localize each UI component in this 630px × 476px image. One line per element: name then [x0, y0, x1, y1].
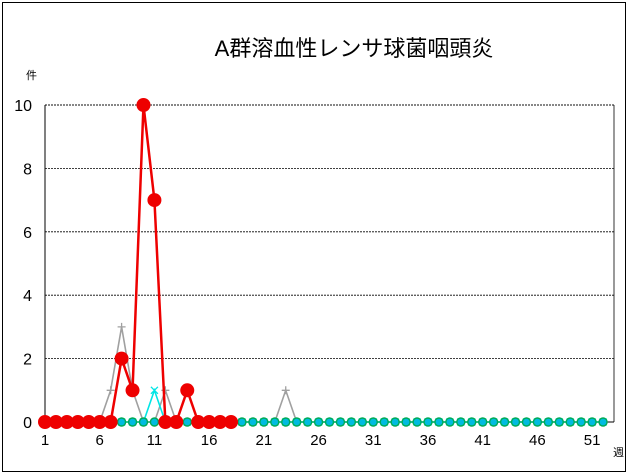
x-tick-label-5: 26: [310, 432, 327, 449]
y-axis-label: 件: [26, 69, 37, 82]
series-0-point-22: [281, 386, 290, 395]
y-tick-label-5: 10: [14, 98, 32, 115]
series-2-point-48: [565, 417, 575, 427]
series-2-point-13: [182, 417, 192, 427]
chart-title: A群溶血性レンサ球菌咽頭炎: [215, 36, 494, 61]
series-2-point-10: [149, 417, 160, 427]
series-2: [40, 417, 608, 427]
series-2-point-19: [248, 417, 258, 427]
series-2-point-39: [467, 417, 477, 427]
series-2-point-32: [390, 417, 400, 427]
x-tick-label-9: 46: [529, 432, 546, 449]
y-tick-label-2: 4: [23, 288, 32, 305]
series-2-point-23: [291, 417, 302, 427]
series-3-point-17: [224, 415, 239, 429]
x-tick-label-7: 36: [420, 432, 437, 449]
series-2-point-47: [554, 417, 564, 427]
x-tick-label-3: 16: [201, 432, 218, 449]
y-tick-label-0: 0: [23, 415, 32, 432]
series-3: [38, 98, 239, 429]
series-2-point-8: [127, 417, 138, 427]
series-2-point-31: [379, 417, 389, 427]
series-2-point-38: [456, 417, 466, 427]
series-0-point-6: [106, 386, 115, 395]
series-2-point-30: [368, 417, 378, 427]
series-2-point-18: [237, 417, 247, 427]
series-2-point-51: [598, 417, 608, 427]
series-2-point-28: [346, 417, 357, 427]
series-2-point-7: [116, 417, 127, 427]
series-2-point-9: [138, 417, 149, 427]
series-3-point-7: [114, 351, 129, 366]
series-group: [38, 98, 608, 429]
x-tick-label-10: 51: [584, 432, 601, 449]
series-2-point-33: [401, 417, 411, 427]
x-tick-label-4: 21: [256, 432, 273, 449]
series-2-point-21: [270, 417, 280, 427]
series-2-point-25: [313, 417, 324, 427]
series-0-point-7: [117, 322, 126, 331]
x-tick-label-0: 1: [41, 432, 49, 449]
series-0-line: [45, 326, 604, 423]
series-2-point-35: [423, 417, 433, 427]
series-2-point-43: [510, 417, 521, 427]
series-2-point-22: [281, 417, 291, 427]
series-2-point-41: [488, 417, 499, 427]
series-3-point-12: [169, 415, 184, 429]
x-tick-label-8: 41: [474, 432, 491, 449]
series-2-point-42: [499, 417, 510, 427]
series-2-point-34: [412, 417, 422, 427]
x-tick-label-2: 11: [147, 432, 163, 449]
y-tick-label-1: 2: [23, 352, 32, 369]
series-2-point-20: [259, 417, 269, 427]
series-2-point-27: [335, 417, 346, 427]
series-2-point-40: [477, 417, 488, 427]
series-2-point-37: [445, 417, 455, 427]
series-3-point-9: [136, 98, 151, 112]
series-3-point-10: [147, 193, 162, 208]
x-axis-label: 週: [613, 446, 624, 459]
y-tick-label-4: 8: [23, 161, 32, 178]
series-1-point-10: [150, 386, 159, 395]
series-2-point-44: [521, 417, 532, 427]
y-tick-label-3: 6: [23, 225, 32, 242]
series-3-point-13: [180, 383, 195, 398]
series-2-point-26: [324, 417, 335, 427]
series-2-point-45: [532, 417, 543, 427]
series-3-point-6: [103, 415, 118, 429]
x-tick-label-6: 31: [365, 432, 382, 449]
series-3-point-8: [125, 383, 140, 398]
chart-frame: [2, 2, 626, 472]
series-2-point-24: [302, 417, 313, 427]
series-2-point-49: [576, 417, 586, 427]
series-2-point-29: [357, 417, 368, 427]
x-tick-label-1: 6: [96, 432, 104, 449]
series-3-line: [45, 104, 232, 424]
series-2-point-36: [434, 417, 444, 427]
grid-lines: [45, 104, 614, 360]
series-2-point-46: [543, 417, 554, 427]
series-2-point-50: [587, 417, 597, 427]
